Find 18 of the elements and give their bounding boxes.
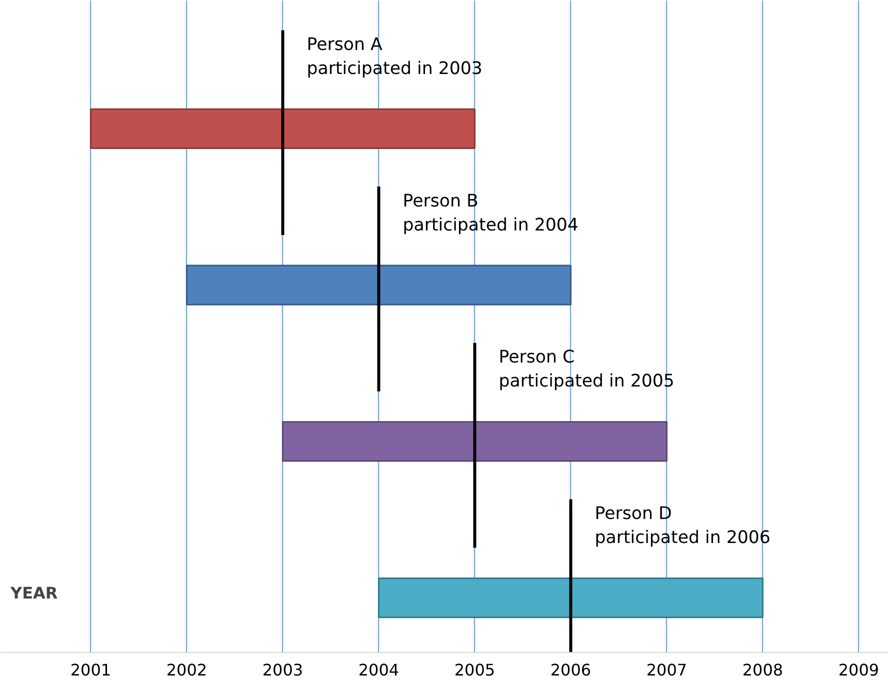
bar — [186, 264, 572, 306]
ref-line-label: Person B participated in 2004 — [402, 191, 578, 236]
x-tick-label: 2005 — [454, 660, 496, 680]
x-tick-label: 2003 — [262, 660, 304, 680]
ref-line-label: Person A participated in 2003 — [306, 34, 482, 79]
x-tick-label: 2009 — [838, 660, 880, 680]
bar — [378, 577, 764, 618]
x-tick-label: 2008 — [742, 660, 784, 680]
x-tick-label: 2002 — [166, 660, 208, 680]
x-tick-label: 2006 — [550, 660, 592, 680]
bar — [282, 421, 668, 462]
x-tick-label: 2001 — [70, 660, 112, 680]
x-axis-title: YEAR — [10, 584, 58, 602]
bar — [90, 108, 476, 150]
x-tick-label: 2004 — [358, 660, 400, 680]
ref-line-label: Person C participated in 2005 — [498, 348, 674, 392]
ref-line-label: Person D participated in 2006 — [594, 504, 770, 548]
x-tick-label: 2007 — [646, 660, 688, 680]
